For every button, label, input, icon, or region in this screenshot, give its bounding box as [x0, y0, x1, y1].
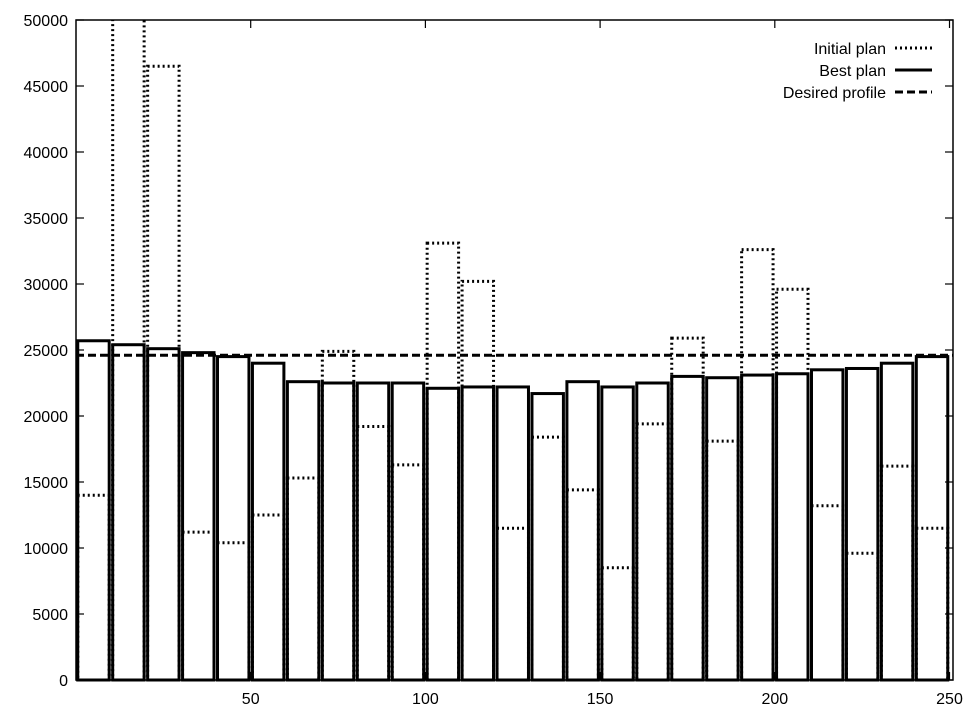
legend-label-best-plan: Best plan	[819, 63, 886, 80]
y-tick-label: 25000	[24, 343, 69, 360]
best-plan-bar	[670, 374, 705, 682]
best-plan-bar	[844, 366, 880, 682]
best-plan-bar	[390, 381, 426, 682]
best-plan-bar	[775, 372, 810, 682]
x-tick-label: 250	[936, 691, 963, 708]
best-plan-bar	[565, 380, 600, 682]
x-tick-label: 50	[242, 691, 260, 708]
best-plan-bar	[600, 385, 635, 682]
initial-plan-bar	[355, 425, 391, 680]
y-tick-label: 10000	[24, 541, 69, 558]
y-tick-label: 5000	[32, 607, 68, 624]
initial-plan-bar	[879, 464, 915, 680]
initial-plan-bar	[705, 439, 740, 680]
initial-plan-bar	[844, 551, 880, 680]
initial-plan-bar	[460, 279, 496, 680]
best-plan-bar	[285, 380, 321, 682]
initial-plan-bar	[285, 476, 321, 680]
legend-label-desired-profile: Desired profile	[783, 85, 886, 102]
legend: Initial plan Best plan Desired profile	[783, 41, 932, 102]
initial-plan-bar	[600, 566, 635, 680]
x-tick-label: 200	[761, 691, 788, 708]
best-plan-bar	[146, 347, 181, 682]
initial-plan-bar	[530, 435, 565, 680]
y-tick-label: 30000	[24, 277, 69, 294]
legend-label-initial-plan: Initial plan	[814, 41, 886, 58]
initial-plan-bar	[425, 241, 461, 680]
best-plan-bar	[495, 385, 530, 682]
initial-plan-bar	[635, 422, 670, 680]
y-tick-label: 35000	[24, 211, 69, 228]
best-plan-bar	[111, 343, 146, 682]
best-plan-bar	[740, 373, 775, 682]
initial-plan-bar	[146, 64, 181, 680]
y-tick-label: 15000	[24, 475, 69, 492]
y-tick-label: 45000	[24, 79, 69, 96]
initial-plan-bar	[216, 541, 251, 680]
best-plan-bar	[425, 386, 461, 682]
best-plan-bar	[914, 355, 950, 682]
best-plan-bar	[460, 385, 496, 682]
best-plan-bar	[250, 361, 286, 682]
initial-plan-bar	[775, 287, 810, 680]
best-plan-bar	[879, 361, 915, 682]
plot-frame	[75, 19, 954, 681]
initial-plan-bar	[565, 488, 600, 680]
initial-plan-bar	[76, 493, 111, 680]
initial-plan-bar	[809, 504, 845, 680]
best-plan-bar	[705, 376, 740, 682]
initial-plan-bar	[181, 530, 216, 680]
initial-plan-bar	[670, 336, 705, 680]
y-tick-label: 50000	[24, 13, 69, 30]
best-plan-bar	[76, 339, 111, 682]
y-tick-label: 0	[59, 673, 68, 690]
initial-plan-bar	[320, 349, 356, 680]
initial-plan-bar	[914, 526, 950, 680]
best-plan-bar	[216, 355, 251, 682]
initial-plan-bar	[740, 248, 775, 680]
y-tick-label: 20000	[24, 409, 69, 426]
initial-plan-bar	[390, 463, 426, 680]
initial-plan-bar	[495, 526, 530, 680]
best-plan-bar	[181, 351, 216, 682]
initial-plan-bar	[250, 513, 286, 680]
best-plan-bar	[635, 381, 670, 682]
best-plan-bar	[809, 368, 845, 682]
y-tick-label: 40000	[24, 145, 69, 162]
best-plan-bar	[320, 381, 356, 682]
plot-area: 0 5000 10000 15000 20000 25000 30000 35000 40000…	[24, 13, 963, 708]
x-tick-label: 150	[587, 691, 614, 708]
x-tick-label: 100	[412, 691, 439, 708]
